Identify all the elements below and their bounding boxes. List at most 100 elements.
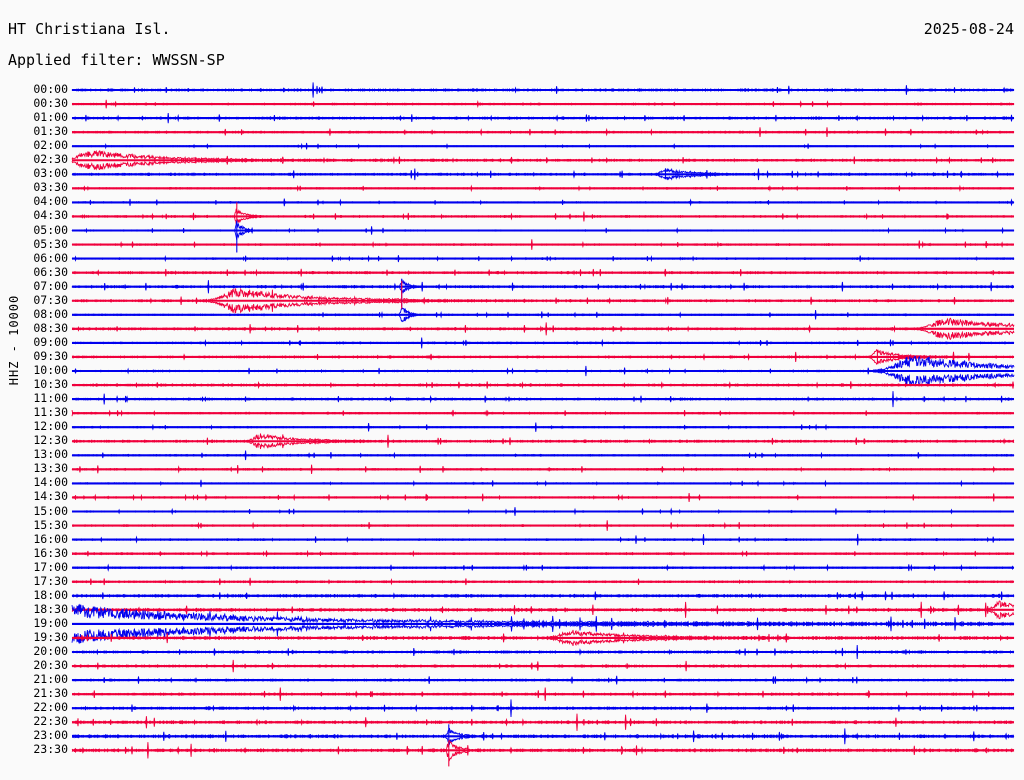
trace-row	[72, 268, 1015, 277]
trace-row	[71, 687, 1015, 701]
time-label: 10:30	[33, 377, 68, 392]
trace-envelope	[71, 314, 1015, 323]
trace-envelope	[71, 116, 1015, 124]
trace-envelope	[71, 591, 1015, 597]
time-label: 17:00	[33, 559, 68, 574]
trace-envelope	[71, 482, 1015, 488]
time-label: 05:30	[33, 236, 68, 251]
time-label: 15:30	[33, 517, 68, 532]
trace-envelope	[71, 468, 1015, 475]
time-label: 16:00	[33, 531, 68, 546]
trace-row	[71, 149, 1015, 171]
trace-envelope	[71, 369, 1015, 387]
trace-envelope	[71, 479, 1015, 485]
time-label: 01:30	[33, 124, 68, 139]
trace-envelope	[71, 693, 1015, 701]
trace-envelope	[71, 538, 1015, 546]
time-label: 20:30	[33, 658, 68, 673]
trace-row	[71, 239, 1015, 250]
time-label: 01:00	[33, 110, 68, 125]
trace-row	[71, 422, 1015, 432]
trace-envelope	[71, 644, 1015, 653]
time-label: 07:30	[33, 292, 68, 307]
time-label: 04:30	[33, 208, 68, 223]
trace-row	[71, 167, 1015, 181]
trace-envelope	[71, 201, 1015, 207]
time-label: 23:00	[33, 728, 68, 743]
trace-row	[71, 591, 1015, 601]
trace-envelope	[71, 391, 1015, 401]
trace-envelope	[71, 636, 1015, 647]
trace-row	[71, 82, 1015, 98]
trace-envelope	[71, 713, 1015, 724]
time-label: 19:00	[33, 615, 68, 630]
trace-row	[71, 713, 1015, 731]
time-label: 22:30	[33, 714, 68, 729]
trace-row	[71, 577, 1015, 586]
trace-envelope	[71, 422, 1015, 429]
trace-envelope	[71, 675, 1015, 682]
trace-envelope	[71, 563, 1015, 569]
time-label: 23:30	[33, 742, 68, 757]
time-label: 14:00	[33, 475, 68, 490]
trace-envelope	[71, 594, 1015, 601]
trace-row	[71, 549, 1015, 558]
trace-envelope	[71, 355, 1015, 373]
time-label: 09:00	[33, 334, 68, 349]
trace-envelope	[71, 608, 1015, 620]
trace-envelope	[71, 707, 1015, 718]
trace-envelope	[71, 221, 1015, 232]
trace-row	[71, 127, 1015, 138]
applied-filter-label: Applied filter: WWSSN-SP	[8, 51, 225, 69]
trace-envelope	[71, 299, 1015, 314]
trace-envelope	[71, 412, 1015, 417]
time-label: 09:30	[33, 348, 68, 363]
trace-row	[71, 727, 1015, 745]
time-label: 11:00	[33, 391, 68, 406]
trace-envelope	[71, 603, 1015, 626]
time-label: 08:00	[33, 306, 68, 321]
time-label: 11:30	[33, 405, 68, 420]
trace-envelope	[71, 454, 1015, 461]
trace-envelope	[71, 651, 1015, 660]
time-label: 00:30	[33, 96, 68, 111]
time-label: 20:00	[33, 644, 68, 658]
time-label: 22:00	[33, 700, 68, 715]
trace-row	[71, 600, 1015, 620]
trace-envelope	[71, 257, 1015, 263]
seismogram-plot: 00:00 00:30 01:00 01:30 02:00 02:30 03:00 03:30…	[0, 80, 1024, 780]
trace-envelope	[71, 337, 1015, 344]
trace-envelope	[71, 279, 1014, 288]
trace-envelope	[71, 187, 1015, 193]
trace-row	[71, 198, 1015, 207]
trace-row	[71, 479, 1015, 488]
trace-envelope	[71, 492, 1014, 499]
trace-row	[71, 380, 1015, 390]
trace-row	[71, 409, 1015, 417]
trace-envelope	[71, 721, 1015, 731]
trace-envelope	[71, 215, 1015, 225]
trace-row	[71, 221, 1015, 240]
trace-row	[71, 659, 1015, 673]
trace-envelope	[71, 145, 1015, 150]
time-label: 21:00	[33, 672, 68, 687]
trace-envelope	[71, 254, 1015, 260]
trace-envelope	[71, 622, 1015, 645]
trace-envelope	[71, 734, 1015, 745]
trace-row	[71, 644, 1015, 660]
time-label: 14:30	[33, 489, 68, 504]
trace-row	[71, 629, 1015, 647]
trace-envelope	[71, 580, 1015, 586]
trace-row	[71, 739, 1015, 762]
time-label: 15:00	[33, 503, 68, 518]
trace-row	[71, 254, 1015, 263]
trace-envelope	[71, 355, 1015, 365]
trace-envelope	[71, 229, 1015, 240]
trace-envelope	[71, 727, 1015, 738]
trace-row	[71, 533, 1015, 546]
time-label: 13:30	[33, 461, 68, 476]
trace-envelope	[71, 142, 1015, 147]
trace-envelope	[71, 600, 1015, 612]
trace-envelope	[71, 426, 1015, 432]
